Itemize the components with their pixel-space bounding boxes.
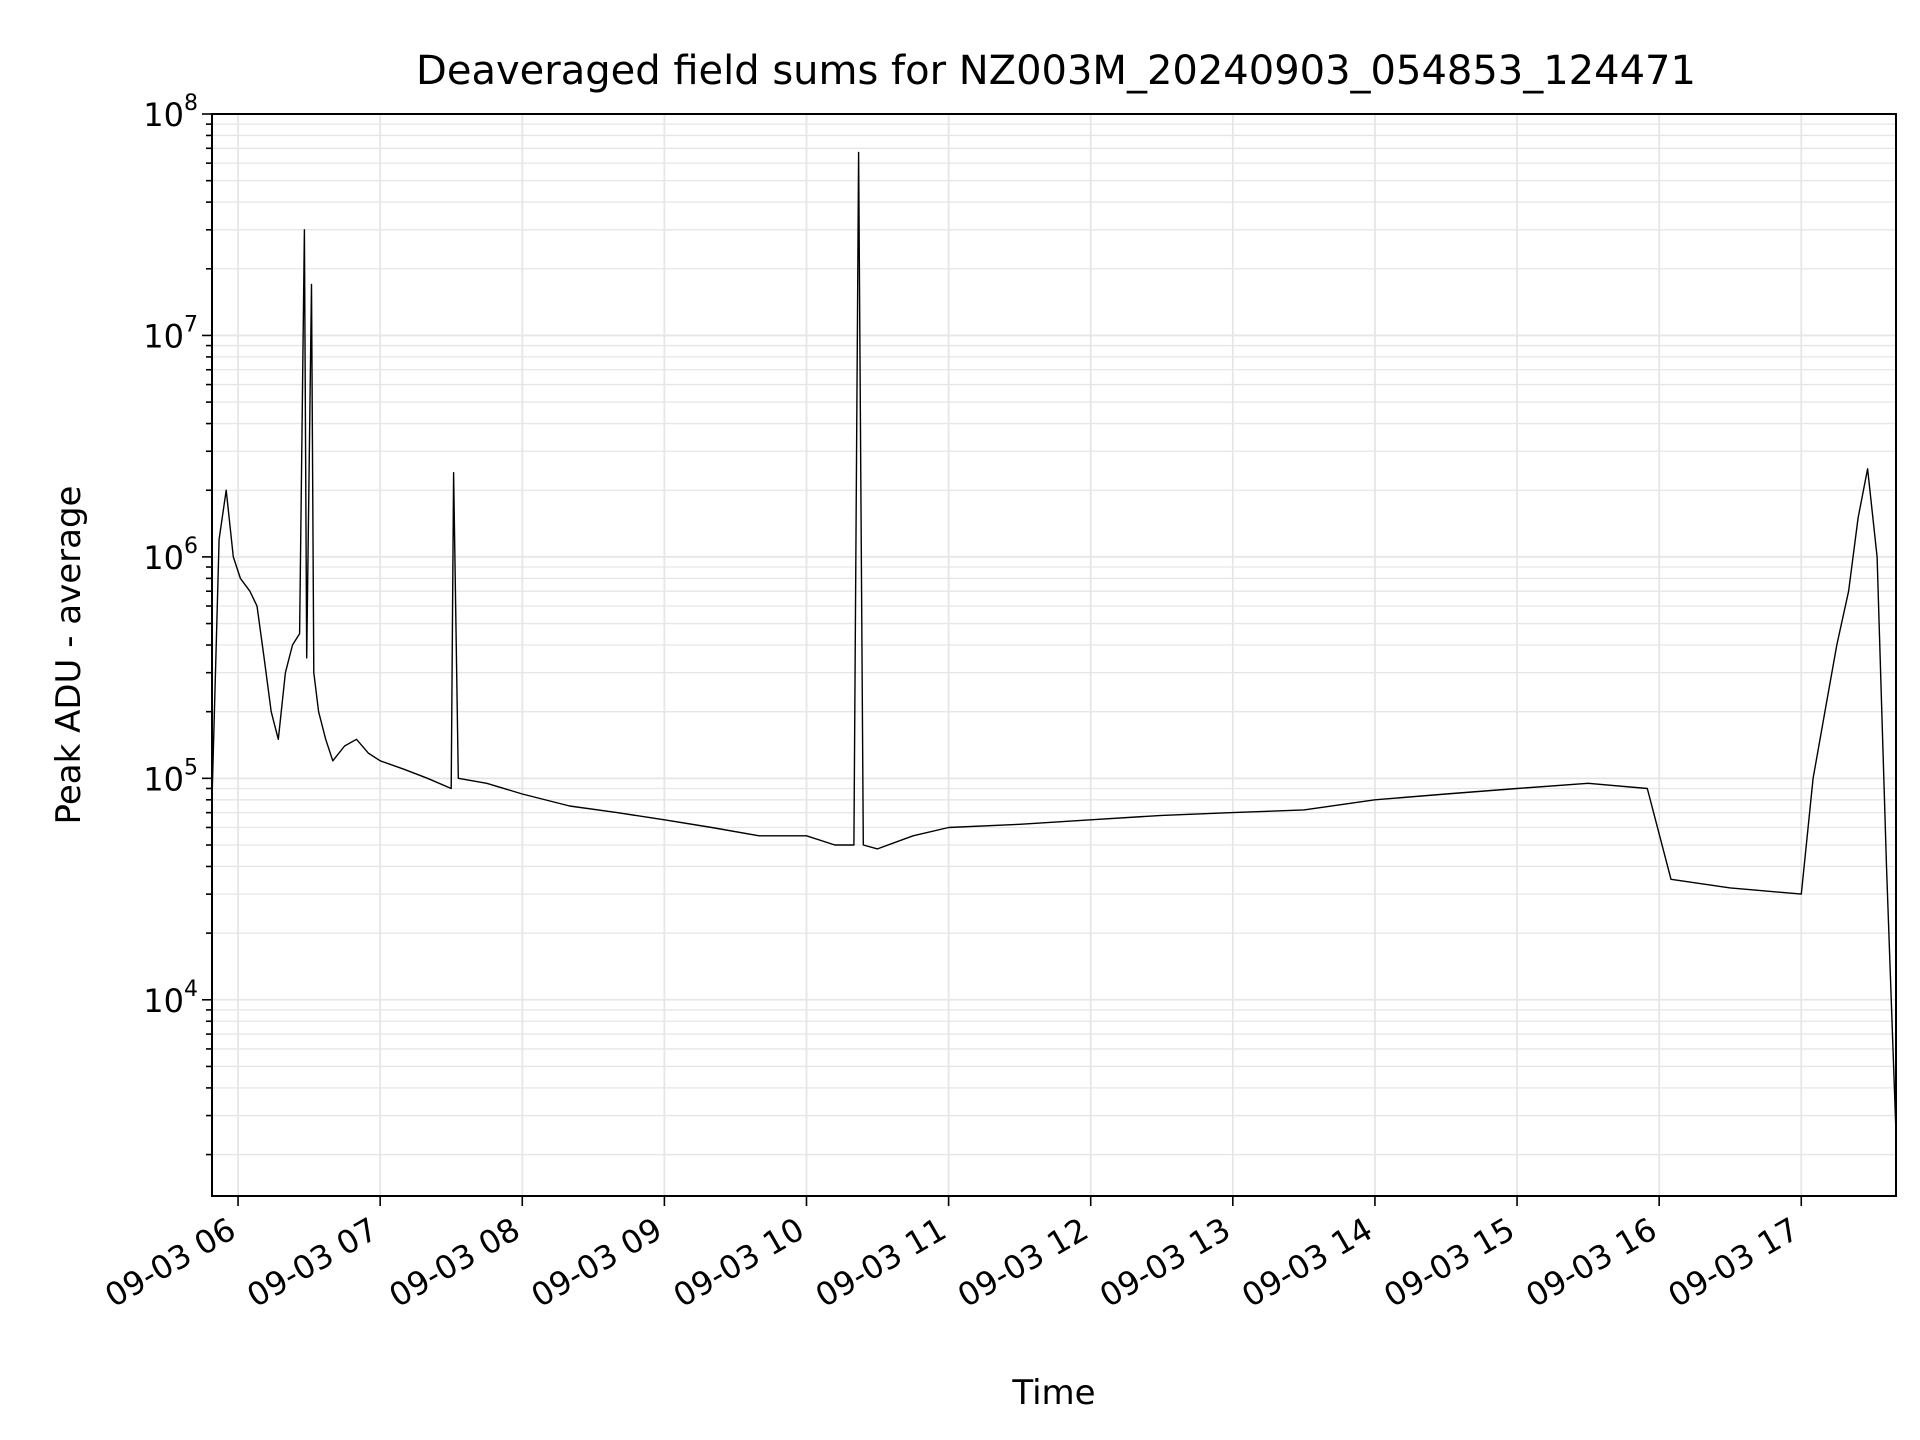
chart-title: Deaveraged field sums for NZ003M_2024090… xyxy=(416,48,1696,94)
x-axis-label: Time xyxy=(1011,1373,1095,1413)
y-tick-label: 106 xyxy=(143,534,198,577)
grid xyxy=(212,113,1896,1196)
y-tick-label: 107 xyxy=(143,312,198,355)
y-axis: 104 105 106 107 108 xyxy=(143,91,212,1156)
plot-frame xyxy=(211,113,1897,1197)
y-tick-label: 104 xyxy=(143,977,198,1020)
y-axis-label: Peak ADU - average xyxy=(49,486,89,825)
y-tick-label: 108 xyxy=(143,91,198,134)
series-line xyxy=(212,151,1896,1134)
y-tick-label: 105 xyxy=(143,755,198,798)
